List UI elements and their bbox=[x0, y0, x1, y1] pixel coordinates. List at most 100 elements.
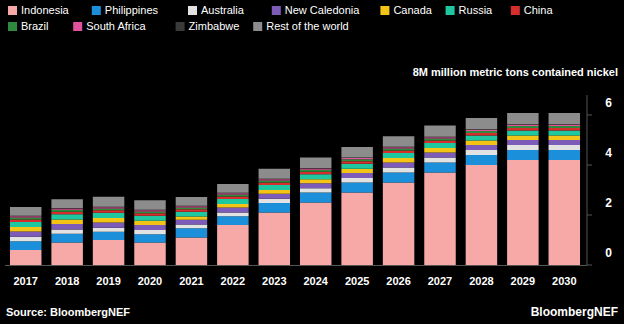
bar-segment bbox=[217, 208, 248, 213]
y-tick-label: 4 bbox=[605, 146, 612, 160]
bar-segment bbox=[259, 190, 290, 194]
legend-label: Australia bbox=[201, 4, 245, 16]
bar-segment bbox=[93, 209, 124, 211]
bar-segment bbox=[93, 218, 124, 223]
bar-segment bbox=[549, 128, 580, 131]
bar-segment bbox=[549, 131, 580, 136]
bar-segment bbox=[549, 136, 580, 141]
bar-segment bbox=[507, 150, 538, 160]
bar-segment bbox=[176, 206, 207, 207]
bar-segment bbox=[259, 203, 290, 213]
x-tick-label: 2024 bbox=[303, 275, 328, 287]
bar-segment bbox=[134, 221, 165, 225]
bar-segment bbox=[507, 160, 538, 265]
legend-swatch bbox=[511, 6, 520, 15]
bar-segment bbox=[259, 169, 290, 179]
legend-swatch bbox=[8, 22, 17, 31]
bar-segment bbox=[300, 158, 331, 169]
bar-segment bbox=[176, 238, 207, 266]
bar-segment bbox=[424, 148, 455, 153]
bar-segment bbox=[217, 225, 248, 265]
bar-segment bbox=[51, 234, 82, 243]
bar-segment bbox=[10, 232, 41, 237]
bar-segment bbox=[507, 125, 538, 126]
bar-segment bbox=[383, 158, 414, 163]
legend-label: Philippines bbox=[105, 4, 159, 16]
bar-segment bbox=[383, 147, 414, 148]
y-tick-label: 6 bbox=[605, 96, 612, 110]
bar-segment bbox=[466, 130, 497, 131]
bar-segment bbox=[259, 194, 290, 199]
bar-segment bbox=[341, 169, 372, 173]
bar-segment bbox=[549, 160, 580, 265]
legend-swatch bbox=[380, 6, 389, 15]
x-tick-label: 2017 bbox=[13, 275, 37, 287]
bar-segment bbox=[10, 207, 41, 216]
bar-segment bbox=[10, 222, 41, 227]
bar-segment bbox=[341, 147, 372, 158]
x-tick-label: 2027 bbox=[428, 275, 452, 287]
bar-segment bbox=[93, 223, 124, 228]
bar-segment bbox=[383, 168, 414, 173]
bar-segment bbox=[134, 230, 165, 234]
bar-segment bbox=[424, 153, 455, 158]
x-tick-label: 2018 bbox=[55, 275, 79, 287]
bar-segment bbox=[10, 237, 41, 242]
bar-segment bbox=[341, 164, 372, 169]
bar-segment bbox=[10, 241, 41, 250]
legend-label: South Africa bbox=[86, 20, 146, 32]
bar-segment bbox=[549, 145, 580, 150]
legend-label: Russia bbox=[459, 4, 494, 16]
x-tick-label: 2019 bbox=[96, 275, 120, 287]
credit: BloombergNEF bbox=[531, 305, 618, 319]
legend-label: Zimbabwe bbox=[189, 20, 240, 32]
bar-segment bbox=[383, 136, 414, 147]
bar-segment bbox=[176, 225, 207, 229]
bar-segment bbox=[466, 141, 497, 146]
bar-segment bbox=[10, 220, 41, 223]
legend-swatch bbox=[253, 22, 262, 31]
legend-swatch bbox=[8, 6, 17, 15]
y-axis-label: 8M million metric tons contained nickel bbox=[413, 66, 618, 78]
x-tick-label: 2025 bbox=[345, 275, 369, 287]
bar-segment bbox=[549, 140, 580, 145]
bar-segment bbox=[217, 195, 248, 197]
bar-segment bbox=[176, 197, 207, 206]
bar-segment bbox=[259, 185, 290, 190]
bar-segment bbox=[466, 150, 497, 155]
bar-segment bbox=[424, 141, 455, 144]
legend-label: China bbox=[524, 4, 554, 16]
bar-segment bbox=[51, 212, 82, 215]
bar-segment bbox=[176, 217, 207, 220]
bar-segment bbox=[300, 179, 331, 183]
bar-segment bbox=[134, 213, 165, 216]
legend-swatch bbox=[188, 6, 197, 15]
bar-segment bbox=[300, 188, 331, 192]
legend-label: New Caledonia bbox=[285, 4, 360, 16]
bar-segment bbox=[341, 183, 372, 193]
bar-segment bbox=[507, 126, 538, 128]
bar-segment bbox=[507, 128, 538, 131]
bar-segment bbox=[93, 213, 124, 218]
y-tick-label: 2 bbox=[605, 196, 612, 210]
bar-segment bbox=[51, 224, 82, 230]
bar-segment bbox=[300, 174, 331, 179]
bar-segment bbox=[341, 178, 372, 183]
bar-segment bbox=[217, 184, 248, 193]
bar-segment bbox=[424, 143, 455, 148]
legend-swatch bbox=[446, 6, 455, 15]
legend-label: Canada bbox=[393, 4, 432, 16]
bar-segment bbox=[10, 250, 41, 265]
bar-segment bbox=[93, 207, 124, 208]
bar-segment bbox=[176, 212, 207, 217]
y-tick bbox=[587, 215, 592, 216]
bar-segment bbox=[217, 213, 248, 217]
bar-segment bbox=[466, 155, 497, 165]
y-tick bbox=[587, 115, 592, 116]
bar-segment bbox=[93, 210, 124, 213]
legend-swatch bbox=[73, 22, 82, 31]
bar-segment bbox=[383, 173, 414, 183]
bar-segment bbox=[134, 243, 165, 266]
bar-segment bbox=[51, 243, 82, 266]
bar-segment bbox=[466, 131, 497, 133]
